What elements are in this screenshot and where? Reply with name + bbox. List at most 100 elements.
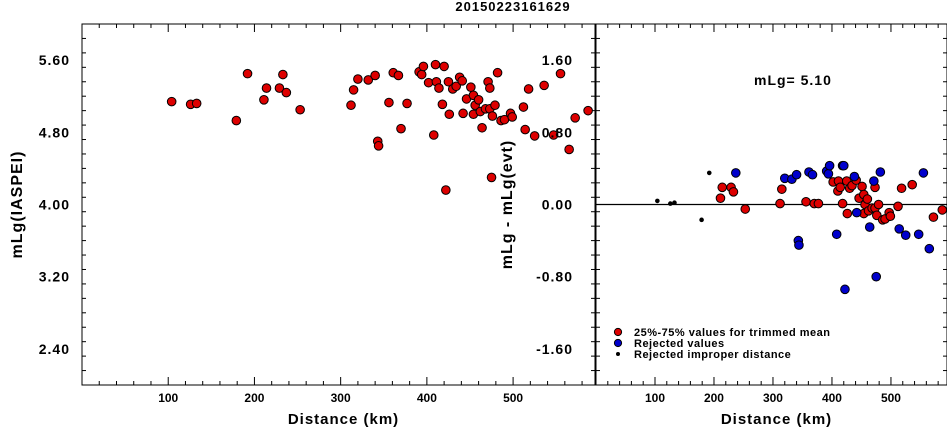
chart-1-series-1-point: [451, 81, 461, 92]
chart-2-series-1-point: [885, 211, 896, 222]
chart-2-series-2-point: [824, 160, 835, 171]
chart-1-series-1-point: [274, 83, 285, 93]
chart-1-series-1-point: [191, 98, 202, 109]
chart-2-series-3-point: [672, 200, 677, 205]
chart-1-series-1-point: [418, 61, 429, 72]
chart-1-series-1-point: [466, 82, 476, 92]
chart-2-series-1-point: [740, 204, 751, 214]
chart-1-ytick-label: 4.00: [39, 197, 70, 213]
chart-1-series-1-point: [231, 115, 242, 126]
chart-2-series-2-point: [731, 168, 741, 178]
chart-1-series-1-point: [539, 80, 549, 91]
legend-marker-3: [616, 352, 620, 356]
chart-2-series-1-point: [813, 198, 824, 209]
legend-marker-2: [613, 338, 623, 348]
chart-1-series-1-point: [348, 85, 359, 95]
chart-1-series-1-point: [518, 102, 529, 112]
chart-1-series-1-point: [430, 59, 441, 70]
chart-1-series-1-point: [434, 83, 444, 93]
chart-2-series-1-point: [896, 183, 907, 194]
chart-2-series-1-point: [837, 198, 848, 209]
chart-1-ytick-label: 2.40: [39, 341, 70, 357]
chart-2-series-1-point: [893, 201, 903, 212]
figure-title: 20150223161629: [455, 0, 570, 14]
chart-2-series-1-point: [857, 181, 867, 192]
chart-2-series-2-point: [913, 229, 924, 240]
chart-1-series-1-point: [353, 74, 363, 84]
chart-1-series-1-point: [529, 131, 540, 141]
chart-1-xtick-label: 100: [158, 391, 178, 405]
chart-2-series-2-point: [807, 169, 818, 180]
chart-1-series-1-point: [259, 95, 269, 105]
chart-1-series-1-point: [261, 83, 272, 93]
chart-1-series-1-point: [437, 99, 448, 110]
chart-2-series-2-point: [900, 230, 911, 240]
chart-2-series-1-point: [873, 199, 884, 210]
legend-label-2: Rejected values: [634, 338, 725, 350]
chart-2-series-1-point: [937, 205, 947, 215]
chart-2-series-2-point: [875, 167, 886, 177]
chart-1-xtick-label: 200: [244, 391, 264, 405]
legend-label-3: Rejected improper distance: [634, 349, 791, 361]
chart-2-series-3-point: [699, 217, 704, 223]
chart-1-series-1-point: [416, 69, 427, 80]
chart-1-series-1-point: [564, 144, 574, 155]
chart-2: 100 200 300 400 500 -1.60 -0.80 0.00 0.80 1.60 Dis…: [499, 23, 947, 428]
chart-1-series-1-point: [242, 68, 253, 79]
chart-2-annotation: mLg= 5.10: [754, 72, 832, 88]
chart-1-series-1-point: [473, 95, 484, 105]
chart-2-xtick-label: 200: [704, 391, 724, 405]
chart-2-series-2-point: [823, 169, 834, 179]
chart-2-series-2-point: [831, 229, 842, 240]
chart-2-series-1-point: [717, 182, 728, 193]
chart-2-series-2-point: [791, 169, 802, 180]
chart-1-xtick-label: 300: [331, 391, 351, 405]
legend-label-1: 25%-75% values for trimmed mean: [634, 327, 830, 339]
chart-1-series-1-point: [485, 83, 495, 93]
chart-1-series-1-point: [373, 141, 384, 151]
chart-1-series-1-point: [487, 111, 498, 121]
chart-2-series-1-point: [715, 193, 726, 203]
chart-1-x-axis-label: Distance (km): [288, 411, 399, 428]
chart-1-y-axis-label: mLg(IASPEI): [9, 151, 26, 259]
chart-2-y-axis-label: mLg - mLg(evt): [499, 140, 516, 270]
chart-1-series-1-point: [548, 130, 559, 140]
chart-2-series-2-point: [840, 284, 850, 295]
chart-1-series-1-point: [441, 185, 451, 195]
chart-1-series-1-point: [384, 97, 394, 108]
chart-1-series-1-point: [428, 130, 439, 140]
chart-2-series-1-point: [842, 208, 853, 219]
chart-2-series-1-point: [775, 198, 785, 209]
chart-1-series-1-point: [443, 76, 454, 87]
chart-2-xtick-label: 400: [822, 391, 842, 405]
chart-1-series-1-point: [166, 96, 177, 107]
chart-1-series-1-point: [492, 67, 503, 78]
chart-1-series-1-point: [402, 98, 412, 109]
chart-2-series-1-point: [862, 194, 873, 204]
chart-2-xtick-label: 500: [881, 391, 901, 405]
chart-1-xtick-label: 500: [503, 391, 523, 405]
chart-2-series-2-point: [849, 171, 860, 182]
chart-2-series-2-point: [869, 176, 879, 186]
chart-2-series-3-point: [668, 201, 673, 206]
chart-1: 100 200 300 400 500 2.40 3.20 4.00 4.80 5.60 Dista…: [9, 23, 596, 428]
chart-2-series-1-point: [728, 187, 739, 197]
chart-1-series-1-point: [439, 61, 449, 72]
chart-2-series-1-point: [907, 179, 917, 190]
chart-1-series-1-point: [486, 172, 497, 183]
chart-1-series-1-point: [295, 104, 305, 115]
chart-1-series-1-point: [363, 75, 374, 85]
chart-2-series-1-point: [835, 182, 846, 193]
chart-1-series-1-point: [477, 122, 487, 133]
chart-1-series-1-point: [423, 77, 434, 88]
chart-1-series-1-point: [396, 123, 406, 134]
chart-2-ytick-label: -0.80: [536, 269, 573, 285]
chart-1-series-1-point: [458, 108, 468, 119]
chart-1-series-1-point: [555, 68, 566, 79]
chart-2-series-3-point: [706, 170, 712, 176]
chart-2-ytick-label: -1.60: [536, 341, 573, 357]
chart-2-ytick-label: 0.80: [542, 124, 573, 140]
chart-1-ytick-label: 4.80: [39, 124, 70, 140]
chart-1-ytick-label: 3.20: [39, 269, 70, 285]
